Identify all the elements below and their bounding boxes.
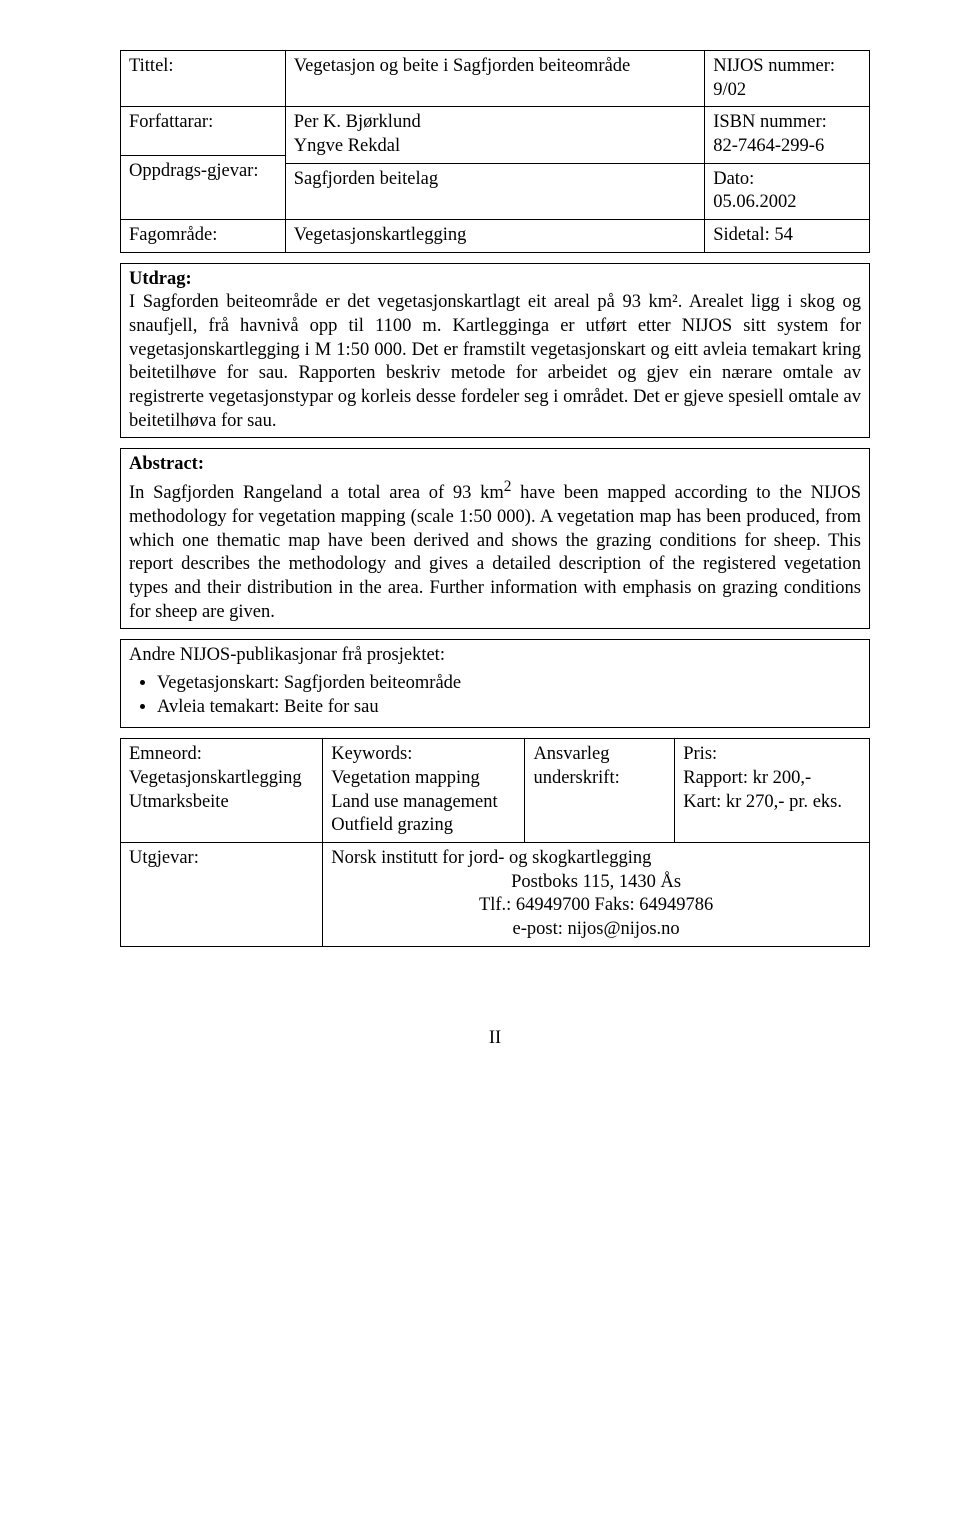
kw-label: Keywords: [331,743,516,767]
pris-1: Rapport: kr 200,- [683,767,861,791]
abstract-label: Abstract: [129,453,861,477]
andre-table: Andre NIJOS-publikasjonar frå prosjektet… [120,639,870,728]
emne-2: Utmarksbeite [129,791,314,815]
sidetal-cell: Sidetal: 54 [705,220,870,253]
dato-label: Dato: [713,168,861,192]
utg-line1: Norsk institutt for jord- og skogkartleg… [331,847,861,871]
row-tittel: Tittel: Vegetasjon og beite i Sagfjorden… [121,51,870,107]
kw-cell: Keywords: Vegetation mapping Land use ma… [323,739,525,843]
fag-value: Vegetasjonskartlegging [285,220,704,253]
forf-opp-label-cell: Forfattarar: Oppdrags-gjevar: [121,107,286,220]
kw-2: Land use management [331,791,516,815]
nijos-value: 9/02 [713,79,861,103]
utdrag-cell: Utdrag: I Sagforden beiteområde er det v… [121,263,870,438]
document-page: Tittel: Vegetasjon og beite i Sagfjorden… [0,0,960,1110]
tittel-value: Vegetasjon og beite i Sagfjorden beiteom… [285,51,704,107]
bottom-table: Emneord: Vegetasjonskartlegging Utmarksb… [120,738,870,946]
emne-label: Emneord: [129,743,314,767]
abstract-cell: Abstract: In Sagfjorden Rangeland a tota… [121,449,870,629]
pris-2: Kart: kr 270,- pr. eks. [683,791,861,815]
forf-label: Forfattarar: [121,107,285,156]
abstract-body: In Sagfjorden Rangeland a total area of … [129,477,861,624]
utg-line2: Postboks 115, 1430 Ås [331,871,861,895]
kw-3: Outfield grazing [331,814,516,838]
nijos-label: NIJOS nummer: [713,55,861,79]
forf-values: Per K. Bjørklund Yngve Rekdal [285,107,704,163]
kw-1: Vegetation mapping [331,767,516,791]
tittel-label: Tittel: [121,51,286,107]
forf-1: Per K. Bjørklund [294,111,696,135]
pris-label: Pris: [683,743,861,767]
isbn-label: ISBN nummer: [713,111,861,135]
list-item: Avleia temakart: Beite for sau [157,696,861,720]
fag-label: Fagområde: [121,220,286,253]
emne-cell: Emneord: Vegetasjonskartlegging Utmarksb… [121,739,323,843]
utdrag-body: I Sagforden beiteområde er det vegetasjo… [129,291,861,433]
andre-label: Andre NIJOS-publikasjonar frå prosjektet… [129,644,861,668]
abstract-body-1: In Sagfjorden Rangeland a total area of … [129,483,504,503]
list-item: Vegetasjonskart: Sagfjorden beiteområde [157,672,861,696]
andre-list: Vegetasjonskart: Sagfjorden beiteområde … [157,672,861,719]
oppdr-label: Oppdrags-gjevar: [121,156,285,204]
utg-value-cell: Norsk institutt for jord- og skogkartleg… [323,842,870,946]
dato-cell: Dato: 05.06.2002 [705,163,870,219]
page-number: II [120,1027,870,1051]
isbn-value: 82-7464-299-6 [713,135,861,159]
row-forfattarar: Forfattarar: Oppdrags-gjevar: Per K. Bjø… [121,107,870,163]
nijos-cell: NIJOS nummer: 9/02 [705,51,870,107]
emne-1: Vegetasjonskartlegging [129,767,314,791]
row-utgjevar: Utgjevar: Norsk institutt for jord- og s… [121,842,870,946]
pris-cell: Pris: Rapport: kr 200,- Kart: kr 270,- p… [675,739,870,843]
abstract-body-2: have been mapped according to the NIJOS … [129,483,861,621]
isbn-cell: ISBN nummer: 82-7464-299-6 [705,107,870,163]
dato-value: 05.06.2002 [713,191,861,215]
utg-label-cell: Utgjevar: [121,842,323,946]
ansv-label: Ansvarleg underskrift: [533,743,666,790]
andre-cell: Andre NIJOS-publikasjonar frå prosjektet… [121,640,870,728]
oppdr-value: Sagfjorden beitelag [285,163,704,219]
forf-2: Yngve Rekdal [294,135,696,159]
utdrag-label: Utdrag: [129,268,861,292]
metadata-table: Tittel: Vegetasjon og beite i Sagfjorden… [120,50,870,253]
utg-line4: e-post: nijos@nijos.no [331,918,861,942]
utdrag-table: Utdrag: I Sagforden beiteområde er det v… [120,263,870,439]
row-keywords: Emneord: Vegetasjonskartlegging Utmarksb… [121,739,870,843]
ansv-cell: Ansvarleg underskrift: [525,739,675,843]
abstract-table: Abstract: In Sagfjorden Rangeland a tota… [120,448,870,629]
row-fagomrade: Fagområde: Vegetasjonskartlegging Sideta… [121,220,870,253]
utg-line3: Tlf.: 64949700 Faks: 64949786 [331,894,861,918]
